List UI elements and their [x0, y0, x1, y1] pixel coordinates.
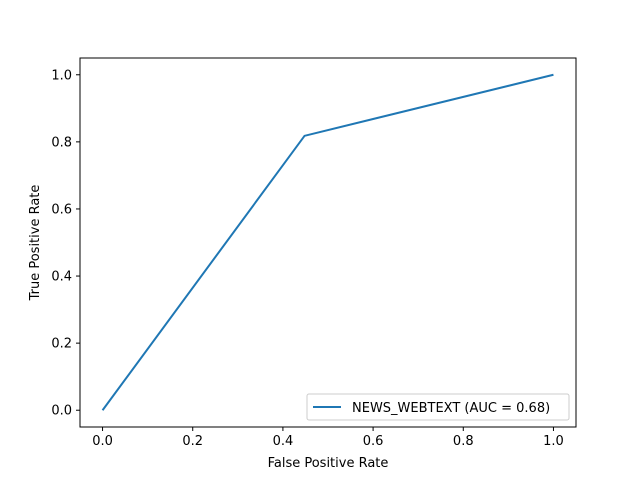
y-tick-label: 0.6 [51, 202, 72, 217]
y-tick-label: 1.0 [51, 68, 72, 83]
y-axis-label: True Positive Rate [28, 185, 43, 302]
plot-area-border [79, 57, 577, 428]
y-tick-label: 0.8 [51, 135, 72, 150]
x-tick-label: 0.8 [453, 434, 474, 449]
x-tick-label: 0.2 [182, 434, 203, 449]
legend-label: NEWS_WEBTEXT (AUC = 0.68) [352, 401, 550, 416]
x-tick-label: 0.6 [363, 434, 384, 449]
series-layer [101, 73, 554, 411]
y-tick-label: 0.4 [51, 270, 72, 285]
series-line-0 [101, 73, 554, 411]
x-axis-label: False Positive Rate [268, 456, 389, 471]
y-axis-ticks: 0.0 0.2 0.4 0.6 0.8 1.0 [51, 68, 80, 419]
y-tick-label: 0.0 [51, 404, 72, 419]
x-tick-label: 0.0 [92, 434, 113, 449]
x-tick-label: 1.0 [543, 434, 564, 449]
legend: NEWS_WEBTEXT (AUC = 0.68) [306, 393, 570, 421]
x-axis-ticks: 0.0 0.2 0.4 0.6 0.8 1.0 [92, 427, 564, 449]
legend-box [306, 393, 570, 421]
y-tick-label: 0.2 [51, 337, 72, 352]
x-tick-label: 0.4 [273, 434, 294, 449]
